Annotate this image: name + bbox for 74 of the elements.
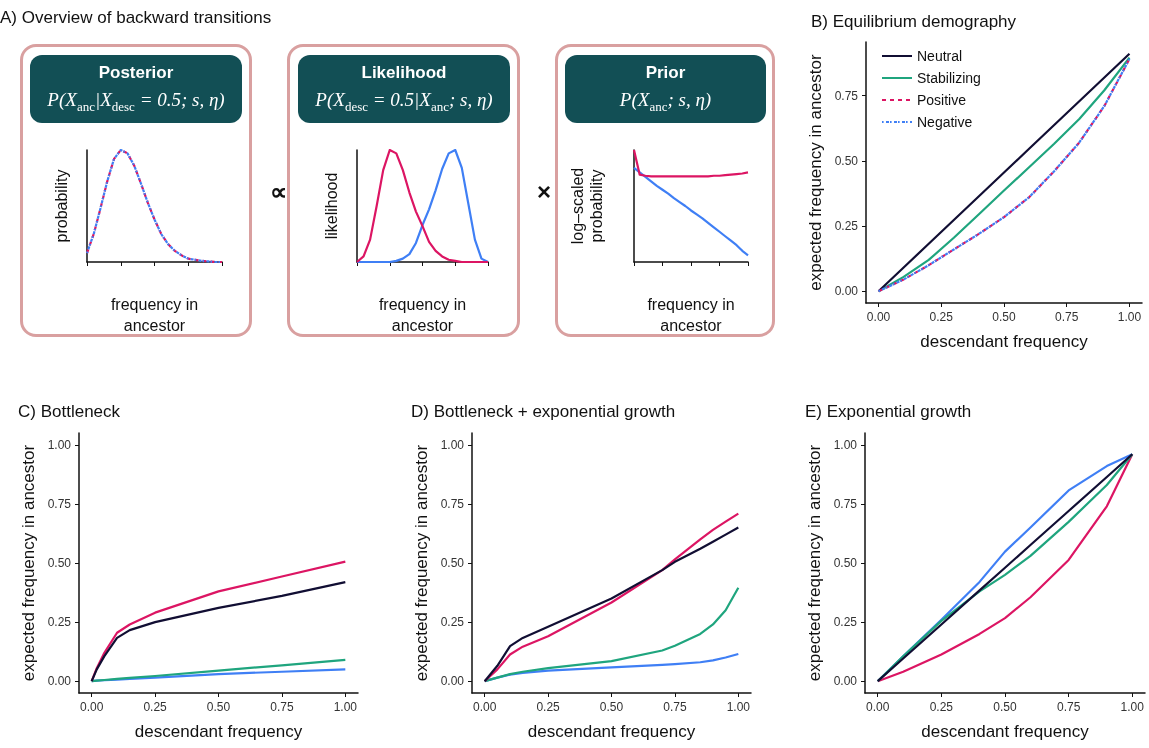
x-tick-label: 0.25 [536,700,561,714]
y-axis-title: expected frequency in ancestor [805,54,825,291]
x-tick-label: 0.75 [663,700,687,714]
line-series [90,658,347,683]
y-tick-label: 1.00 [833,437,858,452]
line-series [483,586,740,683]
legend-label: Negative [917,114,973,130]
x-axis-title: frequency in ancestor [110,296,199,334]
x-axis-title: frequency in ancestor [647,296,735,334]
text: ∝ [270,178,287,206]
y-axis-title: likelihood [323,172,340,240]
x-tick-label: 0.25 [929,700,954,714]
y-tick-label: 0.00 [47,674,72,689]
y-tick-label: 0.25 [440,615,465,630]
y-axis-title: log–scaled probability [569,167,605,245]
x-tick-label: 0.50 [992,310,1016,324]
x-tick-label: 0.50 [206,700,231,714]
text: A) Overview of backward transitions [0,8,272,28]
x-tick-label: 0.00 [473,700,497,714]
chart-subtitle: P(X$_{anc}$; s, η) [618,89,713,115]
x-tick-label: 0.75 [1056,700,1081,714]
y-tick-label: 0.50 [834,153,859,168]
line-series [876,453,1134,683]
line-series [90,581,347,683]
y-tick-label: 0.75 [833,496,858,511]
x-axis-title: descendant frequency [920,332,1089,351]
x-tick-label: 0.25 [143,700,168,714]
y-tick-label: 1.00 [47,437,72,452]
chart-title: Posterior [97,63,175,83]
x-tick-label: 1.00 [333,700,358,714]
y-tick-label: 0.25 [833,615,858,630]
x-tick-label: 0.50 [993,700,1017,714]
chart-subtitle: P(X$_{anc}$|X$_{desc}$ = 0.5; s, η) [46,89,226,115]
y-axis-title: expected frequency in ancestor [18,444,38,682]
chart-title: E) Exponential growth [805,402,972,421]
y-tick-label: 0.75 [440,496,465,511]
y-tick-label: 1.00 [440,437,465,452]
x-axis-title: descendant frequency [134,722,303,741]
chart-title: B) Equilibrium demography [811,12,1017,31]
chart-title: Prior [644,63,687,83]
chart-title: Likelihood [360,63,448,83]
y-tick-label: 0.00 [834,284,859,299]
x-tick-label: 0.00 [866,310,891,324]
x-axis-title: frequency in ancestor [378,296,467,334]
y-axis-title: expected frequency in ancestor [411,444,431,682]
y-tick-label: 0.00 [833,674,858,689]
y-tick-label: 0.00 [440,674,465,689]
chart-title: C) Bottleneck [18,402,121,421]
x-tick-label: 0.75 [270,700,294,714]
legend-label: Stabilizing [917,70,981,86]
x-tick-label: 0.00 [866,700,890,714]
x-tick-label: 0.50 [599,700,624,714]
chart-subtitle: P(X$_{desc}$ = 0.5|X$_{anc}$; s, η) [314,89,494,115]
x-tick-label: 1.00 [1120,700,1145,714]
y-tick-label: 0.50 [47,556,72,570]
x-tick-label: 0.00 [80,700,104,714]
legend-label: Neutral [917,48,963,64]
x-tick-label: 1.00 [1117,310,1142,324]
y-tick-label: 0.75 [47,496,72,511]
chart-title: D) Bottleneck + exponential growth [411,402,676,421]
y-tick-label: 0.50 [440,556,465,570]
x-axis-title: descendant frequency [527,722,696,741]
text: × [537,178,552,206]
legend-label: Positive [917,92,967,108]
y-tick-label: 0.25 [834,219,859,234]
y-axis-title: expected frequency in ancestor [804,444,824,682]
x-axis-title: descendant frequency [921,722,1090,741]
x-tick-label: 0.75 [1055,310,1079,324]
y-axis-title: probability [53,169,70,243]
x-tick-label: 1.00 [726,700,751,714]
x-tick-label: 0.25 [929,310,954,324]
y-tick-label: 0.50 [833,556,858,570]
y-tick-label: 0.25 [47,615,72,630]
y-tick-label: 0.75 [834,88,859,103]
